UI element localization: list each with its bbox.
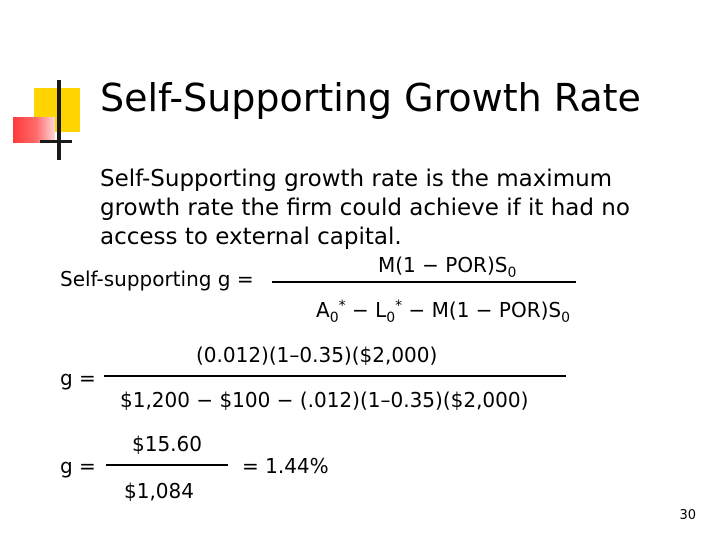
- formula3-denominator: $1,084: [124, 479, 194, 503]
- formula3-numerator: $15.60: [132, 432, 202, 456]
- formula3-lhs: g =: [60, 454, 96, 478]
- body-line-2: growth rate the firm could achieve if it…: [100, 195, 630, 221]
- formula1-fraction-bar: [272, 281, 576, 283]
- formula2-denominator: $1,200 − $100 − (.012)(1–0.35)($2,000): [120, 388, 529, 412]
- formula2-lhs: g =: [60, 366, 96, 390]
- body-line-3: access to external capital.: [100, 224, 402, 250]
- body-line-1: Self-Supporting growth rate is the maxim…: [100, 166, 613, 192]
- formula3-result: = 1.44%: [242, 454, 329, 478]
- formula1-denominator: A0* − L0* − M(1 − POR)S0: [316, 298, 571, 326]
- formula1-numerator: M(1 − POR)S0: [378, 253, 517, 281]
- title-decoration-horizontal-line: [40, 140, 72, 143]
- title-decoration-red-square: [13, 117, 55, 143]
- formula1-lhs: Self-supporting g =: [60, 267, 254, 291]
- slide-title: Self-Supporting Growth Rate: [100, 76, 641, 120]
- page-number: 30: [679, 508, 696, 523]
- formula3-fraction-bar: [106, 464, 228, 466]
- title-decoration-vertical-line: [57, 80, 61, 160]
- formula2-fraction-bar: [104, 375, 566, 377]
- formula2-numerator: (0.012)(1–0.35)($2,000): [196, 343, 438, 367]
